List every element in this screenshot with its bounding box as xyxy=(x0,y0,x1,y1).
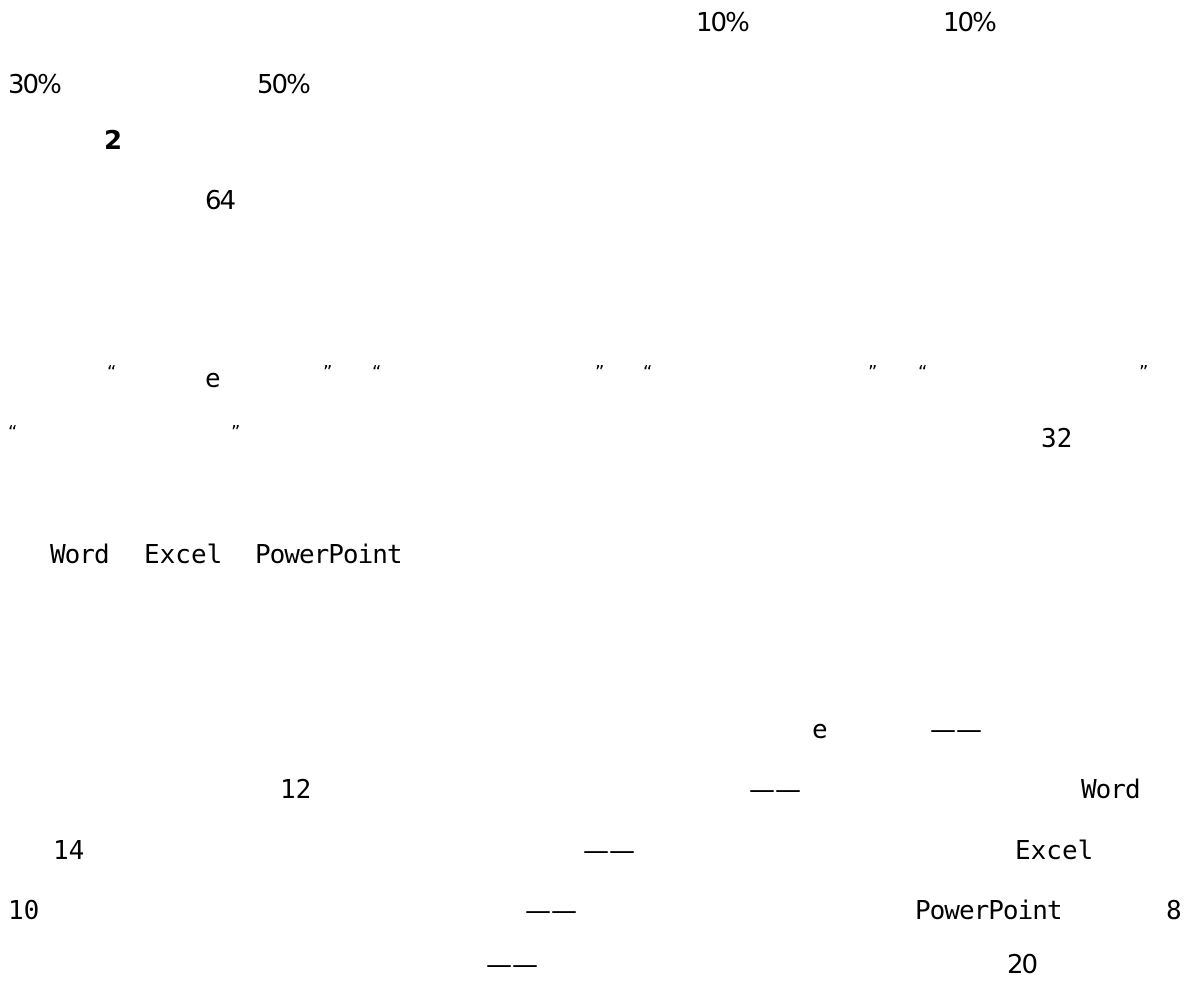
row3-hours: 10 xyxy=(8,896,40,926)
percent-10-b: 10% xyxy=(943,8,997,38)
row2-dash: —— xyxy=(583,836,635,866)
row3-dash: —— xyxy=(525,896,577,926)
row2-software: Excel xyxy=(1015,836,1094,866)
row1-dash: —— xyxy=(749,775,801,805)
row1-hours: 12 xyxy=(280,775,312,805)
software-powerpoint: PowerPoint xyxy=(255,540,403,570)
quote-open-4: “ xyxy=(918,362,928,383)
row4-dash: —— xyxy=(486,950,538,980)
lessons-count: 32 xyxy=(1041,424,1073,454)
hours-total: 64 xyxy=(205,186,236,216)
schedule-e-letter: e xyxy=(812,715,828,745)
row4-extra: 20 xyxy=(1007,950,1038,980)
percent-50: 50% xyxy=(257,70,311,100)
row3-extra: 8 xyxy=(1166,896,1182,926)
quote-open-3: “ xyxy=(643,362,653,383)
quote-open-2: “ xyxy=(372,362,382,383)
row2-hours: 14 xyxy=(53,836,85,866)
quote-close-2: ” xyxy=(595,362,605,383)
quote-close-4: ” xyxy=(1139,362,1149,383)
row3-software: PowerPoint xyxy=(915,896,1063,926)
quote-open-1: “ xyxy=(107,362,117,383)
quote-close-5: ” xyxy=(231,422,241,443)
section-number: 2 xyxy=(104,126,123,156)
percent-10-a: 10% xyxy=(696,8,750,38)
quote-close-3: ” xyxy=(868,362,878,383)
schedule-dash-0: —— xyxy=(930,715,982,745)
percent-30: 30% xyxy=(8,70,62,100)
quote-close-1: ” xyxy=(323,362,333,383)
software-word: Word xyxy=(50,540,110,570)
software-excel: Excel xyxy=(144,540,223,570)
e-letter-1: e xyxy=(205,364,221,394)
row1-software: Word xyxy=(1081,775,1141,805)
quote-open-5: “ xyxy=(8,422,18,443)
